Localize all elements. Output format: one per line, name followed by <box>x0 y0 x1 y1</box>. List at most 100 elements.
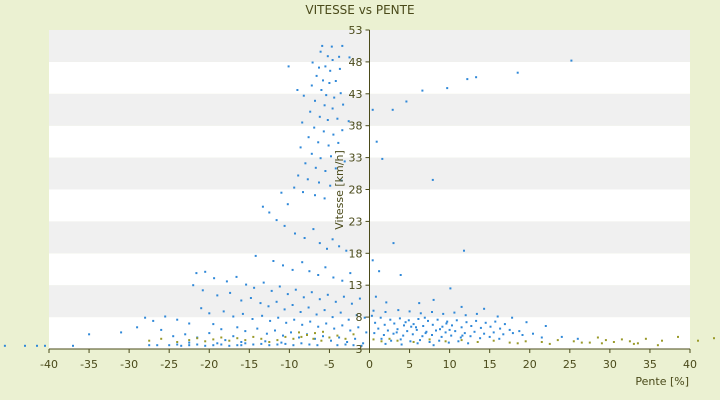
data-point-secondary <box>160 337 163 340</box>
data-point <box>176 318 179 321</box>
data-point <box>334 80 337 82</box>
data-point <box>455 319 458 322</box>
data-point <box>290 331 292 334</box>
data-point <box>284 342 287 345</box>
data-point <box>317 274 320 276</box>
data-point <box>424 332 427 335</box>
data-point <box>355 314 358 317</box>
x-tick-label: 30 <box>603 358 617 371</box>
x-tick-label: 35 <box>643 358 657 371</box>
data-point <box>454 330 457 333</box>
data-point <box>460 326 463 329</box>
data-point <box>331 316 334 319</box>
data-point <box>24 344 26 347</box>
data-point <box>275 300 278 303</box>
data-point <box>379 316 382 319</box>
data-point <box>286 203 289 206</box>
y-tick-label: 3 <box>356 343 363 356</box>
data-point <box>346 341 349 343</box>
data-point-secondary <box>314 332 316 335</box>
data-point <box>392 332 395 335</box>
data-point <box>460 305 463 308</box>
data-point <box>212 344 215 347</box>
data-point <box>347 318 350 321</box>
data-point <box>244 330 247 333</box>
data-point-secondary <box>176 341 179 343</box>
data-point <box>518 330 521 333</box>
data-point <box>415 326 417 329</box>
data-point <box>450 334 453 337</box>
data-point <box>431 334 433 336</box>
data-point <box>448 328 451 331</box>
data-point <box>411 333 414 336</box>
data-point <box>212 323 215 326</box>
data-point <box>336 344 339 347</box>
data-point <box>309 110 312 113</box>
x-tick-label: -10 <box>280 358 298 371</box>
data-point <box>488 335 491 338</box>
data-point-secondary <box>444 340 447 343</box>
data-point <box>532 332 534 335</box>
data-point <box>544 325 547 327</box>
data-point-secondary <box>600 342 603 345</box>
data-point <box>405 100 408 103</box>
data-point <box>371 259 374 262</box>
data-point <box>201 289 204 292</box>
data-point <box>220 328 223 331</box>
data-point <box>336 117 339 120</box>
data-point <box>303 237 306 239</box>
data-point <box>325 322 328 325</box>
data-point <box>236 344 239 347</box>
data-point <box>144 316 147 319</box>
data-point <box>371 108 374 111</box>
data-point <box>511 316 514 319</box>
data-point <box>323 104 326 107</box>
data-point <box>384 342 387 345</box>
data-point <box>283 308 286 311</box>
data-point <box>333 327 336 330</box>
data-point <box>269 319 272 322</box>
data-point <box>415 328 418 331</box>
data-point-secondary <box>697 339 699 342</box>
data-point <box>172 335 175 338</box>
data-point <box>276 343 279 346</box>
data-point <box>339 311 342 314</box>
data-point <box>326 293 329 296</box>
data-point <box>451 324 453 327</box>
x-tick-label: 25 <box>563 358 577 371</box>
data-point <box>224 339 227 342</box>
data-point <box>283 224 286 227</box>
data-point <box>326 247 328 250</box>
data-point <box>317 325 320 328</box>
data-point <box>160 328 163 331</box>
x-tick-label: 10 <box>443 358 457 371</box>
data-point-secondary <box>322 330 324 333</box>
data-point <box>338 55 341 58</box>
data-point <box>446 87 449 90</box>
data-point <box>330 339 332 342</box>
data-point <box>329 184 332 187</box>
data-point <box>503 323 506 326</box>
data-point-secondary <box>388 337 391 340</box>
data-point-secondary <box>628 340 631 343</box>
data-point <box>339 92 342 95</box>
data-point <box>188 341 191 344</box>
data-point <box>408 310 411 313</box>
data-point <box>318 242 321 245</box>
data-point <box>363 316 366 319</box>
data-point <box>438 339 441 342</box>
data-point-secondary <box>460 339 463 342</box>
data-point <box>318 66 320 69</box>
data-point <box>399 338 402 341</box>
data-point-secondary <box>476 341 479 343</box>
data-point <box>338 245 341 248</box>
data-point <box>268 344 271 347</box>
data-point <box>475 319 478 322</box>
data-point <box>338 67 341 70</box>
data-point <box>180 344 183 347</box>
data-point <box>313 126 316 129</box>
data-point <box>435 329 437 332</box>
data-point <box>461 334 464 337</box>
data-point <box>240 299 243 302</box>
